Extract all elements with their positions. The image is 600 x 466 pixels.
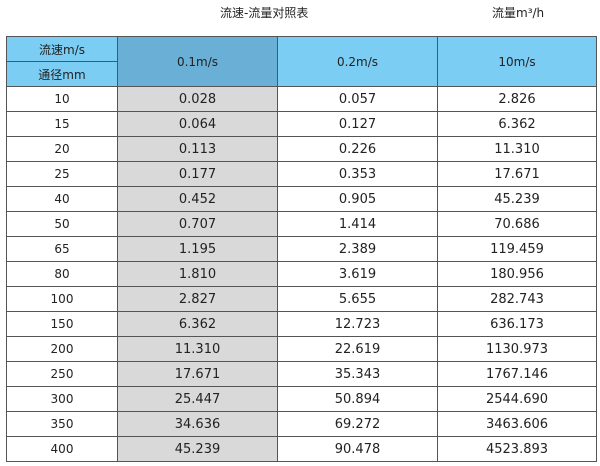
unit-label: 流量m³/h	[492, 6, 545, 20]
diameter-cell: 50	[6, 211, 118, 237]
flow-cell: 1.810	[117, 261, 278, 287]
flow-cell: 3.619	[277, 261, 438, 287]
table-row: 10 0.028 0.057 2.826	[6, 86, 597, 112]
diameter-cell: 350	[6, 411, 118, 437]
flow-cell: 22.619	[277, 336, 438, 362]
table-row: 15 0.064 0.127 6.362	[6, 111, 597, 137]
table-row: 25 0.177 0.353 17.671	[6, 161, 597, 187]
flow-cell: 5.655	[277, 286, 438, 312]
diameter-cell: 15	[6, 111, 118, 137]
flow-cell: 6.362	[117, 311, 278, 337]
flow-cell: 0.113	[117, 136, 278, 162]
flow-cell: 1130.973	[437, 336, 597, 362]
diameter-cell: 200	[6, 336, 118, 362]
flow-cell: 3463.606	[437, 411, 597, 437]
flow-cell: 6.362	[437, 111, 597, 137]
flow-cell: 282.743	[437, 286, 597, 312]
flow-cell: 17.671	[117, 361, 278, 387]
diameter-cell: 80	[6, 261, 118, 287]
flow-cell: 11.310	[117, 336, 278, 362]
flow-cell: 636.173	[437, 311, 597, 337]
flow-cell: 2544.690	[437, 386, 597, 412]
header-col-2[interactable]: 10m/s	[437, 36, 597, 87]
flow-cell: 0.177	[117, 161, 278, 187]
flow-cell: 2.826	[437, 86, 597, 112]
table-row: 300 25.447 50.894 2544.690	[6, 386, 597, 412]
diameter-cell: 65	[6, 236, 118, 262]
flow-cell: 0.057	[277, 86, 438, 112]
flow-cell: 0.028	[117, 86, 278, 112]
flow-cell: 1.195	[117, 236, 278, 262]
flow-cell: 17.671	[437, 161, 597, 187]
diameter-cell: 10	[6, 86, 118, 112]
flow-cell: 0.127	[277, 111, 438, 137]
flow-cell: 2.827	[117, 286, 278, 312]
flow-cell: 90.478	[277, 436, 438, 462]
table-row: 80 1.810 3.619 180.956	[6, 261, 597, 287]
flow-cell: 35.343	[277, 361, 438, 387]
header-speed-label: 流速m/s	[6, 36, 118, 62]
flow-cell: 2.389	[277, 236, 438, 262]
flow-cell: 0.707	[117, 211, 278, 237]
flow-cell: 11.310	[437, 136, 597, 162]
flow-cell: 12.723	[277, 311, 438, 337]
flow-cell: 70.686	[437, 211, 597, 237]
diameter-cell: 100	[6, 286, 118, 312]
flow-cell: 0.452	[117, 186, 278, 212]
diameter-cell: 250	[6, 361, 118, 387]
flow-cell: 0.905	[277, 186, 438, 212]
table-row: 100 2.827 5.655 282.743	[6, 286, 597, 312]
diameter-cell: 20	[6, 136, 118, 162]
diameter-cell: 40	[6, 186, 118, 212]
diameter-cell: 400	[6, 436, 118, 462]
flow-cell: 180.956	[437, 261, 597, 287]
diameter-cell: 150	[6, 311, 118, 337]
table-row: 200 11.310 22.619 1130.973	[6, 336, 597, 362]
flow-cell: 4523.893	[437, 436, 597, 462]
header-col-0[interactable]: 0.1m/s	[117, 36, 278, 87]
table-row: 400 45.239 90.478 4523.893	[6, 436, 597, 462]
flow-cell: 1.414	[277, 211, 438, 237]
flow-cell: 34.636	[117, 411, 278, 437]
flow-cell: 1767.146	[437, 361, 597, 387]
table-row: 250 17.671 35.343 1767.146	[6, 361, 597, 387]
flow-cell: 69.272	[277, 411, 438, 437]
table-row: 50 0.707 1.414 70.686	[6, 211, 597, 237]
table-row: 20 0.113 0.226 11.310	[6, 136, 597, 162]
table-row: 40 0.452 0.905 45.239	[6, 186, 597, 212]
flow-cell: 45.239	[437, 186, 597, 212]
flow-cell: 119.459	[437, 236, 597, 262]
flow-cell: 45.239	[117, 436, 278, 462]
table-row: 150 6.362 12.723 636.173	[6, 311, 597, 337]
flow-cell: 0.064	[117, 111, 278, 137]
flow-cell: 0.226	[277, 136, 438, 162]
flow-cell: 25.447	[117, 386, 278, 412]
table-row: 65 1.195 2.389 119.459	[6, 236, 597, 262]
header-diameter-label: 通径mm	[6, 61, 118, 87]
table-title: 流速-流量对照表	[220, 6, 309, 20]
flow-cell: 50.894	[277, 386, 438, 412]
header-col-1[interactable]: 0.2m/s	[277, 36, 438, 87]
diameter-cell: 25	[6, 161, 118, 187]
diameter-cell: 300	[6, 386, 118, 412]
table-row: 350 34.636 69.272 3463.606	[6, 411, 597, 437]
flow-table: 流速m/s 0.1m/s 0.2m/s 10m/s 通径mm 10 0.028 0.…	[6, 36, 597, 462]
flow-cell: 0.353	[277, 161, 438, 187]
